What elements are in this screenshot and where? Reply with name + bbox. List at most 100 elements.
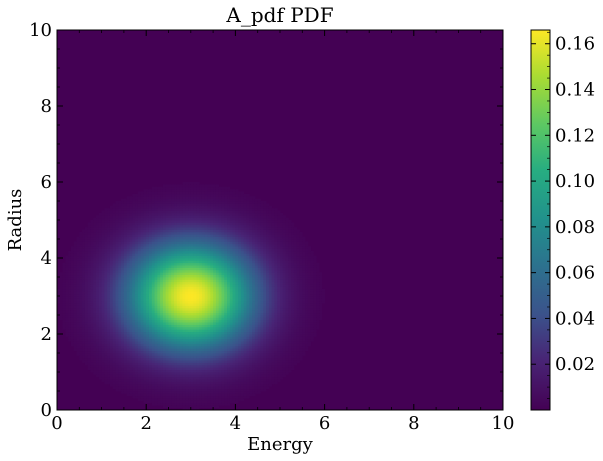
heatmap-cell — [93, 315, 97, 318]
heatmap-cell — [218, 357, 222, 361]
heatmap-cell — [151, 210, 155, 214]
heatmap-cell — [115, 277, 119, 280]
heatmap-cell — [179, 388, 183, 392]
heatmap-cell — [132, 196, 136, 200]
heatmap-cell — [87, 227, 91, 230]
heatmap-cell — [115, 341, 119, 344]
heatmap-cell — [148, 236, 153, 240]
heatmap-cell — [168, 307, 172, 311]
heatmap-cell — [224, 191, 228, 195]
heatmap-cell — [201, 400, 206, 404]
heatmap-cell — [213, 291, 217, 295]
heatmap-cell — [107, 319, 111, 323]
heatmap-cell — [98, 243, 102, 247]
heatmap-cell — [199, 381, 203, 385]
heatmap-cell — [182, 348, 186, 352]
heatmap-cell — [157, 343, 161, 347]
heatmap-cell — [126, 272, 130, 276]
heatmap-cell — [79, 262, 83, 266]
heatmap-cell — [176, 324, 181, 328]
heatmap-cell — [90, 355, 94, 359]
heatmap-cell — [160, 229, 164, 233]
heatmap-cell — [165, 395, 169, 399]
heatmap-cell — [123, 255, 128, 259]
heatmap-cell — [90, 338, 94, 342]
heatmap-cell — [210, 362, 214, 366]
heatmap-cell — [218, 198, 222, 202]
heatmap-cell — [146, 393, 150, 397]
heatmap-cell — [196, 286, 200, 290]
heatmap-cell — [218, 334, 222, 337]
heatmap-cell — [215, 281, 220, 285]
heatmap-cell — [148, 326, 153, 330]
heatmap-cell — [84, 255, 89, 259]
heatmap-cell — [70, 298, 75, 302]
heatmap-cell — [182, 196, 186, 200]
heatmap-cell — [129, 236, 133, 240]
heatmap-cell — [196, 239, 200, 242]
heatmap-cell — [107, 310, 111, 314]
heatmap-cell — [213, 248, 217, 252]
heatmap-cell — [196, 348, 200, 352]
heatmap-cell — [104, 326, 108, 330]
heatmap-cell — [204, 405, 208, 409]
heatmap-cell — [171, 203, 175, 207]
heatmap-cell — [168, 367, 172, 371]
heatmap-cell — [84, 348, 89, 352]
heatmap-cell — [90, 258, 94, 261]
heatmap-cell — [221, 341, 225, 344]
heatmap-cell — [176, 369, 181, 373]
heatmap-cell — [93, 307, 97, 311]
heatmap-cell — [207, 357, 211, 361]
heatmap-cell — [148, 343, 153, 347]
heatmap-cell — [154, 274, 158, 278]
heatmap-cell — [218, 250, 222, 254]
heatmap-cell — [93, 298, 97, 302]
heatmap-cell — [196, 379, 200, 382]
heatmap-cell — [90, 298, 94, 302]
heatmap-cell — [218, 269, 222, 273]
heatmap-cell — [188, 391, 192, 394]
heatmap-cell — [104, 284, 108, 287]
heatmap-cell — [121, 338, 125, 342]
heatmap-cell — [229, 312, 234, 316]
heatmap-cell — [98, 305, 102, 309]
heatmap-cell — [76, 269, 80, 273]
heatmap-cell — [79, 334, 83, 337]
heatmap-cell — [123, 343, 128, 347]
heatmap-cell — [76, 253, 80, 257]
heatmap-cell — [171, 186, 175, 190]
heatmap-cell — [213, 284, 217, 287]
heatmap-cell — [188, 288, 192, 292]
heatmap-cell — [151, 293, 155, 297]
heatmap-cell — [82, 305, 86, 309]
heatmap-cell — [185, 241, 189, 245]
heatmap-cell — [146, 227, 150, 230]
heatmap-cell — [135, 246, 139, 249]
heatmap-cell — [199, 265, 203, 268]
heatmap-cell — [201, 338, 206, 342]
heatmap-cell — [224, 255, 228, 259]
heatmap-cell — [118, 288, 122, 292]
heatmap-cell — [148, 310, 153, 314]
heatmap-cell — [190, 201, 194, 204]
heatmap-cell — [221, 338, 225, 342]
heatmap-cell — [104, 253, 108, 257]
heatmap-cell — [199, 350, 203, 354]
heatmap-cell — [118, 253, 122, 257]
heatmap-cell — [165, 374, 169, 378]
heatmap-cell — [140, 246, 144, 249]
heatmap-cell — [176, 402, 181, 406]
heatmap-cell — [196, 355, 200, 359]
heatmap-cell — [123, 212, 128, 216]
heatmap-cell — [143, 279, 147, 283]
heatmap-cell — [182, 376, 186, 380]
heatmap-cell — [221, 336, 225, 340]
heatmap-cell — [123, 291, 128, 295]
heatmap-cell — [215, 398, 220, 401]
heatmap-cell — [179, 310, 183, 314]
heatmap-cell — [179, 296, 183, 299]
heatmap-cell — [135, 293, 139, 297]
heatmap-cell — [190, 395, 194, 399]
heatmap-cell — [104, 262, 108, 266]
